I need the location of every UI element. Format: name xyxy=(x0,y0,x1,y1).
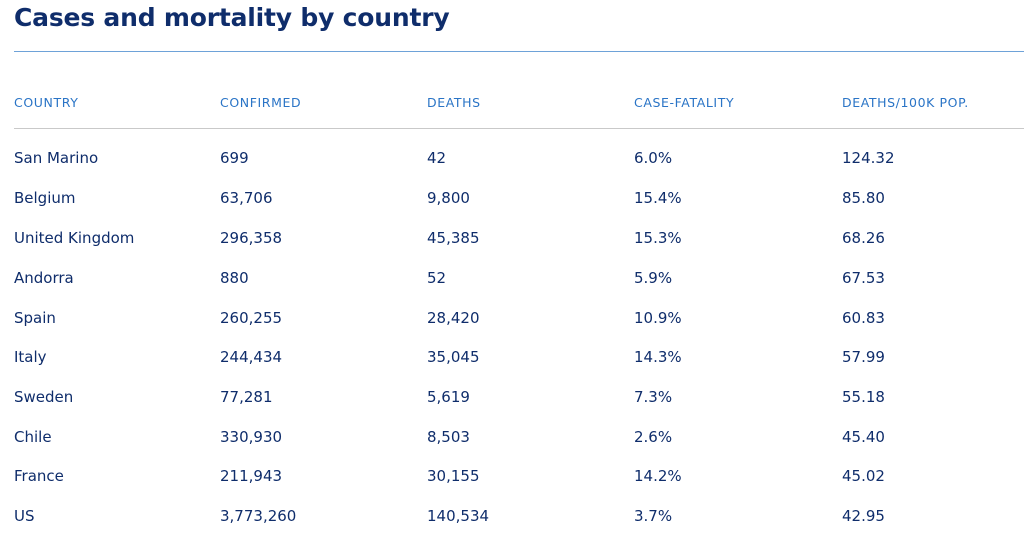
table-row: US 3,773,260 140,534 3.7% 42.95 xyxy=(0,504,1024,528)
column-header-country: COUNTRY xyxy=(14,95,79,110)
column-header-confirmed: CONFIRMED xyxy=(220,95,302,110)
deaths-per-100k-cell: 85.80 xyxy=(842,189,885,207)
country-cell: Belgium xyxy=(14,189,76,207)
case-fatality-cell: 2.6% xyxy=(634,428,673,446)
header-divider xyxy=(14,128,1024,129)
country-cell: Sweden xyxy=(14,388,74,406)
table-row: San Marino 699 42 6.0% 124.32 xyxy=(0,146,1024,170)
country-cell: Chile xyxy=(14,428,52,446)
country-cell: San Marino xyxy=(14,149,99,167)
case-fatality-cell: 3.7% xyxy=(634,507,673,525)
deaths-per-100k-cell: 68.26 xyxy=(842,229,885,247)
case-fatality-cell: 14.2% xyxy=(634,467,682,485)
case-fatality-cell: 10.9% xyxy=(634,309,682,327)
deaths-cell: 30,155 xyxy=(427,467,480,485)
confirmed-cell: 330,930 xyxy=(220,428,283,446)
confirmed-cell: 3,773,260 xyxy=(220,507,297,525)
column-header-deaths-per-100k: DEATHS/100K POP. xyxy=(842,95,969,110)
title-divider xyxy=(14,51,1024,52)
deaths-per-100k-cell: 124.32 xyxy=(842,149,895,167)
deaths-cell: 52 xyxy=(427,269,447,287)
country-cell: United Kingdom xyxy=(14,229,135,247)
table-row: Sweden 77,281 5,619 7.3% 55.18 xyxy=(0,385,1024,409)
deaths-per-100k-cell: 55.18 xyxy=(842,388,885,406)
confirmed-cell: 296,358 xyxy=(220,229,283,247)
country-cell: Andorra xyxy=(14,269,74,287)
page-title: Cases and mortality by country xyxy=(14,3,450,32)
deaths-cell: 35,045 xyxy=(427,348,480,366)
country-cell: US xyxy=(14,507,35,525)
table-row: United Kingdom 296,358 45,385 15.3% 68.2… xyxy=(0,226,1024,250)
deaths-per-100k-cell: 57.99 xyxy=(842,348,885,366)
deaths-per-100k-cell: 60.83 xyxy=(842,309,885,327)
deaths-per-100k-cell: 45.02 xyxy=(842,467,885,485)
confirmed-cell: 77,281 xyxy=(220,388,273,406)
deaths-per-100k-cell: 42.95 xyxy=(842,507,885,525)
confirmed-cell: 699 xyxy=(220,149,249,167)
country-cell: France xyxy=(14,467,64,485)
deaths-cell: 28,420 xyxy=(427,309,480,327)
confirmed-cell: 880 xyxy=(220,269,249,287)
case-fatality-cell: 15.4% xyxy=(634,189,682,207)
case-fatality-cell: 5.9% xyxy=(634,269,673,287)
confirmed-cell: 260,255 xyxy=(220,309,283,327)
column-header-case-fatality: CASE-FATALITY xyxy=(634,95,735,110)
deaths-cell: 8,503 xyxy=(427,428,470,446)
deaths-cell: 42 xyxy=(427,149,447,167)
table-row: Andorra 880 52 5.9% 67.53 xyxy=(0,266,1024,290)
deaths-per-100k-cell: 67.53 xyxy=(842,269,885,287)
case-fatality-cell: 6.0% xyxy=(634,149,673,167)
table-row: France 211,943 30,155 14.2% 45.02 xyxy=(0,464,1024,488)
confirmed-cell: 211,943 xyxy=(220,467,283,485)
case-fatality-cell: 15.3% xyxy=(634,229,682,247)
table-row: Chile 330,930 8,503 2.6% 45.40 xyxy=(0,425,1024,449)
table-row: Italy 244,434 35,045 14.3% 57.99 xyxy=(0,345,1024,369)
table-header-row: COUNTRY CONFIRMED DEATHS CASE-FATALITY D… xyxy=(0,92,1024,114)
deaths-cell: 140,534 xyxy=(427,507,490,525)
country-cell: Spain xyxy=(14,309,56,327)
table-row: Spain 260,255 28,420 10.9% 60.83 xyxy=(0,306,1024,330)
deaths-cell: 9,800 xyxy=(427,189,470,207)
deaths-per-100k-cell: 45.40 xyxy=(842,428,885,446)
deaths-cell: 45,385 xyxy=(427,229,480,247)
deaths-cell: 5,619 xyxy=(427,388,470,406)
case-fatality-cell: 7.3% xyxy=(634,388,673,406)
case-fatality-cell: 14.3% xyxy=(634,348,682,366)
confirmed-cell: 63,706 xyxy=(220,189,273,207)
country-cell: Italy xyxy=(14,348,47,366)
column-header-deaths: DEATHS xyxy=(427,95,481,110)
table-row: Belgium 63,706 9,800 15.4% 85.80 xyxy=(0,186,1024,210)
confirmed-cell: 244,434 xyxy=(220,348,283,366)
